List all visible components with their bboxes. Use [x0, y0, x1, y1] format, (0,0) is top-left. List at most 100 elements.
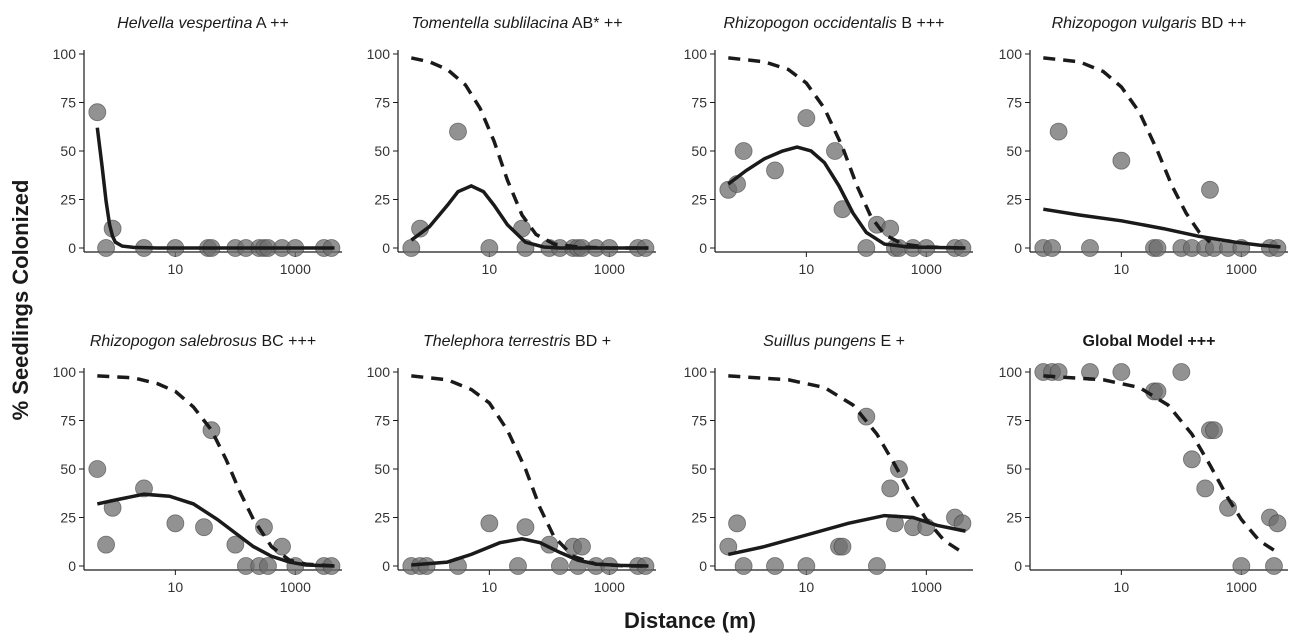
data-point [88, 103, 107, 122]
data-point [734, 142, 753, 160]
y-tick-label: 75 [60, 413, 76, 429]
panel-species: Helvella vespertina [117, 15, 252, 32]
x-tick-label: 10 [482, 261, 498, 277]
solid-curve [95, 127, 335, 250]
data-point [719, 537, 738, 556]
y-tick-label: 50 [374, 143, 390, 159]
panel-code: BC +++ [257, 333, 316, 350]
data-point [480, 239, 499, 257]
y-tick-label: 0 [382, 240, 390, 256]
panel-code: A ++ [252, 15, 288, 32]
panel-title: Thelephora terrestris BD + [423, 333, 611, 350]
data-point [867, 557, 886, 575]
panel-code: BD + [571, 333, 611, 350]
data-point [826, 142, 844, 160]
data-point [728, 514, 746, 533]
dashed-curve [1043, 56, 1212, 244]
dashed-curve [728, 374, 967, 556]
y-tick-label: 25 [691, 192, 707, 208]
panel-species: Rhizopogon salebrosus [90, 333, 257, 350]
data-point [1219, 498, 1237, 517]
panel-6: Thelephora terrestris BD + 0 25 50 75 100 10 10… [367, 333, 656, 595]
panel-title: Rhizopogon vulgaris BD ++ [1052, 15, 1247, 32]
y-tick-label: 50 [691, 461, 707, 477]
panel-3: Rhizopogon occidentalis B +++ 0 25 50 75 100 1… [684, 15, 973, 277]
y-tick-label: 100 [684, 364, 708, 380]
y-tick-label: 0 [382, 558, 390, 574]
y-tick-label: 0 [68, 558, 76, 574]
panel-title: Rhizopogon occidentalis B +++ [723, 15, 944, 32]
y-tick-label: 75 [374, 95, 390, 111]
x-tick-label: 1000 [1226, 261, 1257, 277]
data-point [195, 518, 213, 537]
data-point [1265, 557, 1283, 575]
x-tick-label: 1000 [280, 261, 311, 277]
panel-species: Tomentella sublilacina [411, 15, 568, 32]
data-point [550, 557, 569, 575]
panel-code: Global Model +++ [1083, 333, 1216, 350]
panel-title: Rhizopogon salebrosus BC +++ [90, 333, 316, 350]
data-point [1112, 151, 1131, 170]
y-tick-label: 100 [367, 46, 391, 62]
y-tick-label: 100 [53, 364, 77, 380]
data-point [881, 219, 900, 238]
x-tick-label: 1000 [1226, 579, 1257, 595]
data-point [1196, 479, 1215, 498]
data-point [1232, 557, 1251, 575]
data-point [516, 518, 535, 537]
data-point [88, 460, 107, 478]
panel-5: Rhizopogon salebrosus BC +++ 0 25 50 75 100 10… [53, 333, 342, 595]
data-point [766, 161, 784, 180]
x-tick-label: 10 [168, 261, 184, 277]
panel-species: Thelephora terrestris [423, 333, 571, 350]
y-tick-label: 50 [60, 143, 76, 159]
x-tick-label: 10 [482, 579, 498, 595]
solid-curve [727, 145, 966, 250]
dashed-curve [1043, 374, 1282, 556]
data-point [881, 479, 900, 498]
y-tick-label: 0 [68, 240, 76, 256]
panel-code: AB* ++ [568, 15, 622, 32]
panel-code: B +++ [897, 15, 945, 32]
data-point [857, 407, 876, 426]
y-tick-label: 50 [691, 143, 707, 159]
data-point [797, 557, 816, 575]
y-tick-label: 75 [1006, 95, 1022, 111]
panel-code: E + [876, 333, 905, 350]
solid-curve [411, 537, 649, 568]
x-tick-label: 1000 [594, 261, 625, 277]
x-tick-label: 10 [1114, 261, 1130, 277]
data-point [1148, 239, 1167, 257]
solid-curve [727, 513, 966, 557]
panel-species: Rhizopogon vulgaris [1052, 15, 1197, 32]
dashed-curve [728, 56, 966, 250]
data-point [797, 109, 816, 127]
data-point [273, 537, 291, 556]
data-point [857, 239, 876, 257]
panel-title: Global Model +++ [1083, 333, 1216, 350]
data-point [766, 557, 784, 575]
data-point [509, 557, 527, 575]
y-tick-label: 75 [60, 95, 76, 111]
data-point [1201, 180, 1219, 199]
panel-2: Tomentella sublilacina AB* ++ 0 25 50 75 100 1… [367, 15, 656, 277]
y-tick-label: 100 [53, 46, 77, 62]
data-point [449, 122, 467, 141]
y-tick-label: 0 [699, 558, 707, 574]
y-tick-label: 25 [374, 192, 390, 208]
y-tick-label: 50 [1006, 461, 1022, 477]
data-point [573, 537, 591, 556]
solid-curve [1043, 207, 1281, 249]
data-point [97, 239, 115, 257]
y-axis-title: % Seedlings Colonized [8, 180, 33, 421]
panel-title: Suillus pungens E + [763, 333, 905, 350]
x-tick-label: 1000 [911, 261, 942, 277]
y-tick-label: 25 [1006, 510, 1022, 526]
data-point [1049, 122, 1068, 141]
x-tick-label: 1000 [594, 579, 625, 595]
panel-species: Suillus pungens [763, 333, 876, 350]
x-axis-title: Distance (m) [624, 608, 756, 633]
panel-code: BD ++ [1197, 15, 1247, 32]
